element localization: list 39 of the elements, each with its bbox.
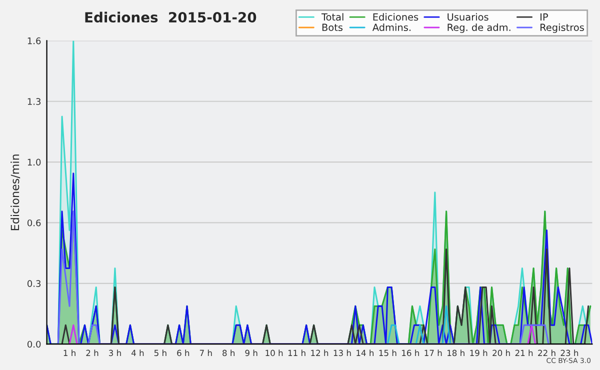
x-tick-label: 4 h [131, 350, 144, 356]
y-tick-label: 0.6 [27, 219, 41, 226]
x-tick-label: 22 h [538, 350, 556, 356]
y-axis-title: Ediciones/min [10, 154, 20, 230]
x-tick-label: 19 h [470, 350, 488, 356]
chart-title: Ediciones 2015-01-20 [85, 12, 256, 23]
x-tick-label: 23 h [560, 350, 578, 356]
x-tick-label: 16 h [402, 350, 419, 356]
x-tick-label: 18 h [448, 350, 464, 356]
legend-label: Registros [540, 24, 584, 33]
legend-label: Bots [322, 24, 343, 32]
legend-label: Ediciones [373, 13, 418, 21]
x-tick-label: 15 h [379, 350, 396, 356]
x-tick-label: 9 h [245, 350, 258, 356]
x-tick-label: 8 h [222, 350, 235, 356]
y-tick-label: 1.3 [28, 98, 41, 105]
x-tick-label: 5 h [154, 350, 166, 356]
legend-label: Usuarios [448, 13, 488, 21]
y-tick-label: 1.6 [28, 37, 41, 44]
y-tick-label: 1.0 [28, 158, 41, 166]
x-tick-label: 21 h [515, 350, 533, 356]
legend-label: IP [540, 13, 548, 21]
x-tick-label: 3 h [108, 350, 121, 356]
y-tick-label: 0.3 [27, 280, 41, 287]
x-tick-label: 12 h [311, 350, 328, 356]
legend-label: Total [321, 13, 344, 21]
x-tick-label: 14 h [356, 350, 374, 356]
x-tick-label: 7 h [200, 350, 212, 356]
x-tick-label: 2 h [86, 350, 98, 356]
x-tick-label: 11 h [288, 350, 306, 356]
x-tick-label: 1 h [64, 350, 76, 356]
x-tick-label: 6 h [177, 350, 190, 356]
y-tick-label: 0.0 [27, 340, 41, 348]
x-tick-label: 20 h [492, 350, 510, 356]
x-tick-label: 13 h [334, 350, 351, 356]
x-tick-label: 10 h [266, 350, 283, 356]
x-tick-label: 17 h [424, 350, 442, 356]
legend-label: Reg. de adm. [448, 24, 510, 33]
legend-label: Admins. [372, 24, 410, 32]
